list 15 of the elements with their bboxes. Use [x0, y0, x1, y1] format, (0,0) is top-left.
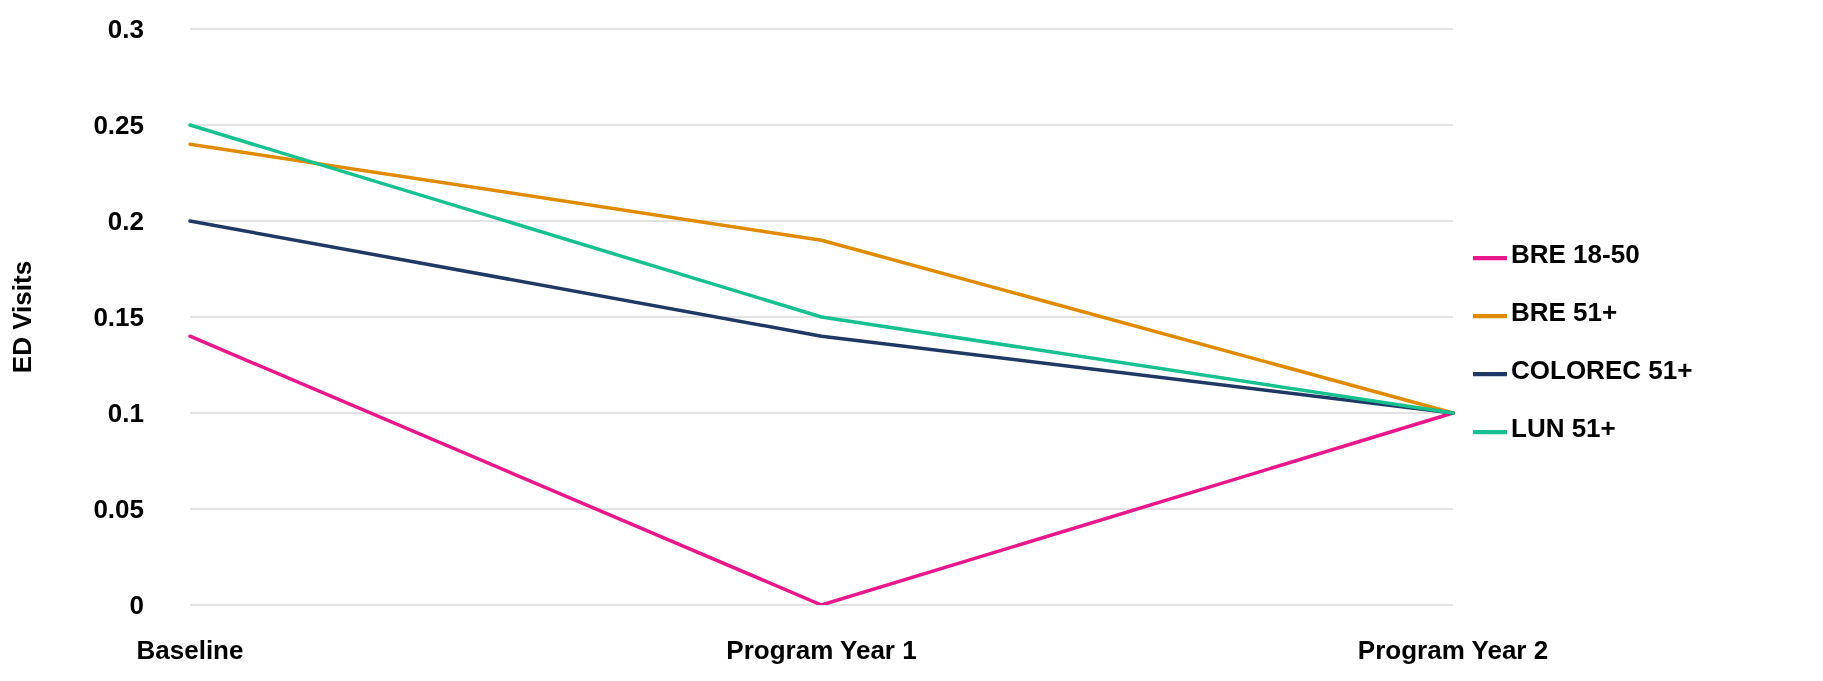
- x-tick-label: Program Year 2: [1357, 635, 1549, 666]
- legend-label: COLOREC 51+: [1511, 354, 1693, 385]
- x-tick-label: Baseline: [136, 635, 244, 666]
- y-tick-label: 0: [129, 590, 144, 621]
- legend-label: BRE 51+: [1511, 296, 1618, 327]
- x-tick-label: Program Year 1: [726, 635, 917, 666]
- y-tick-label: 0.15: [93, 302, 144, 333]
- legend-label: LUN 51+: [1511, 412, 1616, 443]
- y-tick-label: 0.25: [93, 110, 144, 141]
- y-axis-title: ED Visits: [7, 260, 38, 374]
- y-tick-label: 0.3: [107, 14, 144, 45]
- legend-label: BRE 18-50: [1511, 238, 1640, 269]
- y-tick-label: 0.1: [107, 398, 144, 429]
- y-tick-label: 0.2: [107, 206, 144, 237]
- y-tick-label: 0.05: [93, 494, 144, 525]
